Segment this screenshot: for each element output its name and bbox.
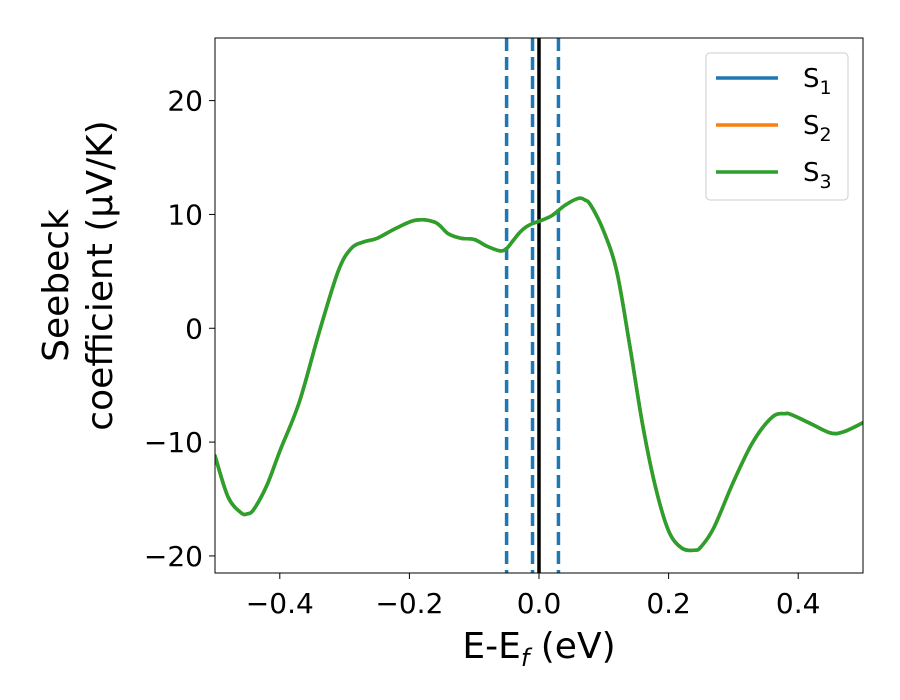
vertical-reference-lines [504,38,561,573]
x-axis-label: E-Ef (eV) [462,626,615,672]
x-tick-label: −0.4 [246,587,314,620]
y-tick-label: 0 [185,312,203,345]
y-tick-label: 20 [167,85,203,118]
y-tick-label: −20 [144,540,203,573]
x-tick-label: 0.4 [776,587,821,620]
y-axis-label-line2: coefficient (μV/K) [80,120,121,430]
y-tick-label: −10 [144,426,203,459]
y-axis: −20 −10 0 10 20 [144,85,215,573]
legend-label-2: S2 [803,111,832,146]
x-axis: −0.4 −0.2 0.0 0.2 0.4 [246,573,821,620]
x-tick-label: −0.2 [375,587,443,620]
y-axis-label-line1: Seebeck [36,209,77,362]
series-line-3 [215,196,863,553]
legend: S1 S2 S3 [705,52,849,201]
legend-label-1: S1 [803,64,832,99]
x-tick-label: 0.2 [646,587,691,620]
x-tick-label: 0.0 [517,587,562,620]
y-tick-label: 10 [167,198,203,231]
series-lines [215,196,863,553]
legend-label-3: S3 [803,158,832,193]
